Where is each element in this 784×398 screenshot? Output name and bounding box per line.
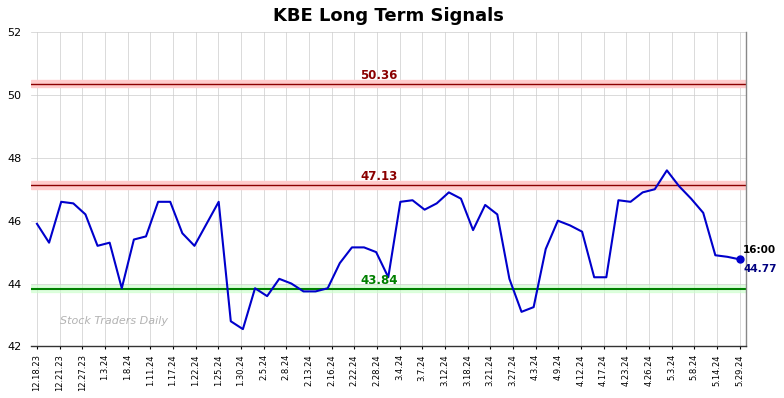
Title: KBE Long Term Signals: KBE Long Term Signals xyxy=(273,7,503,25)
Text: 44.77: 44.77 xyxy=(743,264,777,274)
Bar xyxy=(31,285,746,293)
Text: 50.36: 50.36 xyxy=(360,69,397,82)
Bar xyxy=(31,80,746,88)
Text: 16:00: 16:00 xyxy=(743,245,776,255)
Text: 43.84: 43.84 xyxy=(360,274,397,287)
Bar xyxy=(31,181,746,189)
Text: Stock Traders Daily: Stock Traders Daily xyxy=(60,316,168,326)
Text: 47.13: 47.13 xyxy=(360,170,397,183)
